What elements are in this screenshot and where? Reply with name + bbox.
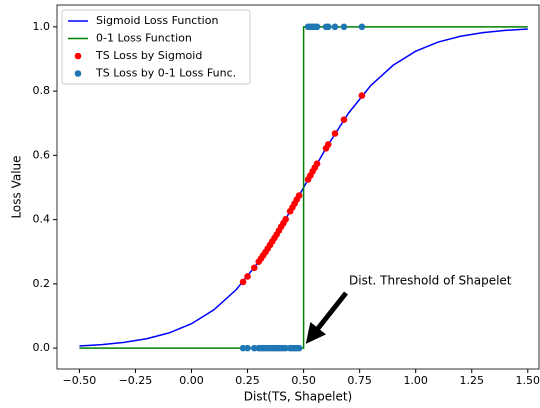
point	[244, 344, 251, 352]
x-tick-label: −0.25	[119, 374, 153, 387]
x-tick-label: −0.50	[63, 374, 97, 387]
x-tick-label: 0.50	[291, 374, 316, 387]
x-tick-label: 0.00	[179, 374, 204, 387]
y-axis-label: Loss Value	[10, 155, 24, 218]
point	[244, 273, 251, 280]
line	[79, 26, 528, 349]
point	[340, 116, 348, 123]
point	[358, 92, 366, 99]
point	[313, 160, 321, 168]
y-tick-label: 0.4	[33, 213, 51, 226]
x-tick-label: 0.75	[347, 374, 372, 387]
y-tick-label: 0.8	[33, 84, 51, 97]
legend-marker	[74, 70, 82, 77]
point	[324, 141, 332, 148]
annotation-arrow	[305, 291, 348, 344]
x-tick-label: 0.25	[235, 374, 260, 387]
legend-label: TS Loss by 0-1 Loss Func.	[95, 67, 236, 80]
point	[282, 215, 289, 223]
legend-box	[61, 9, 251, 85]
point	[331, 130, 339, 137]
point	[295, 192, 303, 199]
point	[295, 344, 303, 352]
plot-frame	[56, 4, 540, 370]
point	[313, 23, 321, 31]
legend-label: 0-1 Loss Function	[96, 32, 192, 45]
y-tick-label: 0.0	[33, 341, 51, 354]
point	[239, 278, 247, 286]
x-tick-label: 1.25	[459, 374, 484, 387]
legend-label: TS Loss by Sigmoid	[95, 49, 202, 62]
x-tick-label: 1.00	[403, 374, 428, 387]
legend-marker	[74, 52, 82, 60]
y-tick-label: 0.6	[33, 148, 51, 161]
x-tick-label: 1.50	[516, 374, 540, 387]
y-tick-label: 0.2	[33, 277, 51, 290]
point	[331, 23, 339, 31]
point	[340, 23, 348, 31]
annotation: Dist. Threshold of Shapelet	[349, 274, 512, 288]
x-axis-label: Dist(TS, Shapelet)	[244, 390, 352, 404]
point	[250, 264, 258, 272]
y-tick-label: 1.0	[33, 20, 51, 33]
legend-label: Sigmoid Loss Function	[96, 14, 218, 27]
point	[324, 23, 332, 31]
point	[358, 23, 366, 31]
